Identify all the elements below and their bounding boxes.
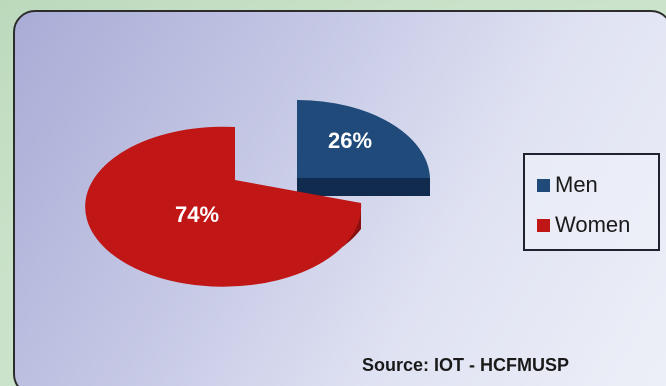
pie-slice-women-top	[85, 126, 362, 287]
source-annotation: Source: IOT - HCFMUSP	[362, 355, 570, 375]
pie-slice-men: 26%	[297, 99, 430, 196]
legend-swatch-women	[537, 218, 550, 232]
legend-label-men: Men	[555, 172, 598, 197]
chart-legend: Men Women	[523, 153, 660, 251]
legend-swatch-men	[537, 178, 550, 192]
pie-slice-men-side	[297, 178, 430, 196]
legend-label-women: Women	[555, 212, 631, 237]
legend-item-women: Women	[537, 205, 658, 245]
pie-label-women: 74%	[175, 202, 219, 227]
pie-slice-men-top	[297, 99, 430, 178]
pie-label-men: 26%	[328, 128, 372, 153]
pie-slice-women: 74%	[85, 126, 362, 287]
legend-item-men: Men	[537, 165, 658, 205]
